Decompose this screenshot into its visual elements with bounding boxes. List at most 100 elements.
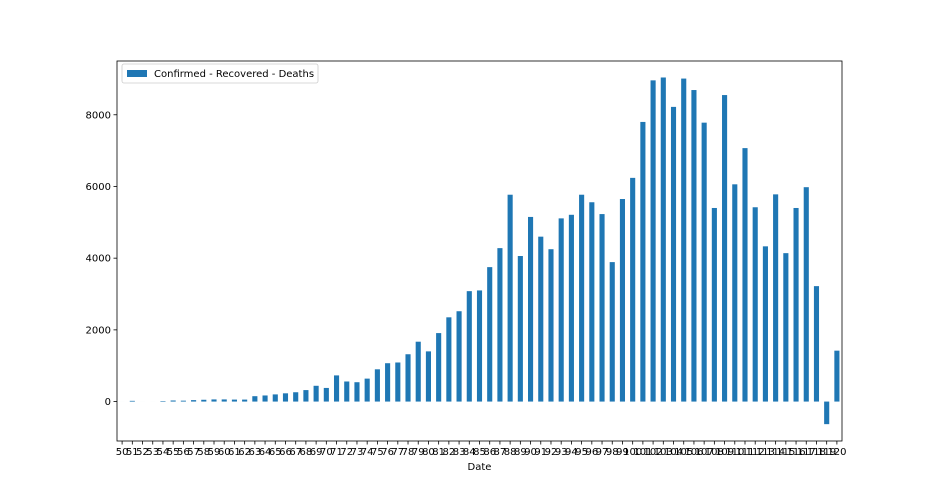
bar (180, 400, 186, 402)
x-tick-label: 66 (279, 447, 292, 458)
bar (609, 262, 615, 402)
x-tick-label: 84 (463, 447, 476, 458)
y-tick-label: 4000 (86, 254, 111, 265)
x-tick-label: 59 (208, 447, 221, 458)
x-tick-label: 99 (616, 447, 629, 458)
x-tick-label: 69 (310, 447, 323, 458)
x-tick-label: 58 (197, 447, 210, 458)
bar (773, 194, 779, 402)
bar (650, 80, 656, 402)
bar (701, 122, 707, 402)
bar (517, 256, 523, 402)
bar (813, 286, 820, 402)
bar (252, 396, 258, 402)
x-tick-label: 107 (695, 447, 714, 458)
bar (160, 401, 166, 402)
bar (599, 214, 605, 402)
bar (476, 290, 483, 402)
bar (395, 362, 401, 402)
x-tick-label: 113 (756, 447, 775, 458)
x-axis-ticks: 5051525354555657585960616263646566676869… (116, 441, 846, 458)
bar (333, 375, 340, 402)
bar (436, 333, 442, 402)
x-tick-label: 114 (766, 447, 785, 458)
x-tick-label: 96 (585, 447, 598, 458)
x-tick-label: 117 (797, 447, 816, 458)
bar (293, 392, 299, 402)
bar (313, 385, 319, 402)
bar (619, 199, 626, 402)
bar (762, 246, 768, 402)
bar (303, 390, 309, 402)
bar (466, 291, 472, 402)
bar (548, 249, 554, 402)
bar (660, 77, 666, 402)
bar (711, 207, 717, 402)
bar (242, 399, 248, 402)
x-tick-label: 54 (157, 447, 170, 458)
x-tick-label: 85 (473, 447, 486, 458)
bar (558, 218, 564, 402)
bar (742, 148, 748, 402)
bar (579, 194, 585, 402)
x-tick-label: 95 (575, 447, 588, 458)
bar (221, 399, 227, 402)
y-axis-ticks: 0 2000 4000 6000 8000 (86, 110, 117, 408)
plot-frame (116, 60, 843, 442)
x-tick-label: 87 (494, 447, 507, 458)
x-tick-label: 64 (259, 447, 272, 458)
bar (456, 311, 462, 402)
x-tick-label: 70 (320, 447, 333, 458)
x-axis-label: Date (468, 462, 492, 473)
bar (691, 90, 697, 402)
x-tick-label: 102 (644, 447, 663, 458)
x-tick-label: 109 (715, 447, 734, 458)
x-tick-label: 78 (402, 447, 415, 458)
bar (752, 207, 758, 402)
x-tick-label: 88 (504, 447, 517, 458)
bar (282, 393, 289, 402)
x-tick-label: 76 (381, 447, 394, 458)
x-tick-label: 57 (187, 447, 200, 458)
bar (722, 95, 728, 402)
legend-entry: Confirmed - Recovered - Deaths (154, 69, 314, 80)
bar (568, 214, 574, 402)
bar (538, 236, 544, 402)
x-tick-label: 104 (664, 447, 683, 458)
x-tick-label: 73 (351, 447, 364, 458)
bar (803, 187, 809, 402)
bar (834, 350, 840, 402)
x-tick-label: 106 (684, 447, 703, 458)
x-tick-label: 100 (623, 447, 642, 458)
bar (670, 106, 677, 402)
x-tick-label: 90 (524, 447, 537, 458)
legend-box (121, 63, 319, 84)
bar (385, 363, 391, 402)
x-tick-label: 55 (167, 447, 180, 458)
x-tick-label: 83 (453, 447, 466, 458)
bar (191, 400, 197, 402)
x-tick-label: 52 (136, 447, 149, 458)
x-tick-label: 51 (126, 447, 139, 458)
x-tick-label: 91 (534, 447, 547, 458)
x-tick-label: 72 (340, 447, 353, 458)
y-tick-label: 2000 (86, 325, 111, 336)
x-tick-label: 105 (674, 447, 693, 458)
y-tick-label: 8000 (86, 110, 111, 121)
bar (231, 399, 237, 402)
x-tick-label: 86 (483, 447, 496, 458)
x-tick-label: 120 (827, 447, 846, 458)
x-tick-label: 97 (596, 447, 609, 458)
x-tick-label: 56 (177, 447, 190, 458)
x-tick-label: 94 (565, 447, 578, 458)
x-tick-label: 111 (735, 447, 754, 458)
bar (344, 381, 350, 402)
legend: Confirmed - Recovered - Deaths (121, 63, 319, 84)
x-tick-label: 103 (654, 447, 673, 458)
x-tick-label: 71 (330, 447, 343, 458)
bar (732, 184, 738, 402)
bar (640, 121, 646, 402)
bar (793, 207, 799, 402)
bar (824, 401, 830, 425)
x-tick-label: 115 (776, 447, 795, 458)
